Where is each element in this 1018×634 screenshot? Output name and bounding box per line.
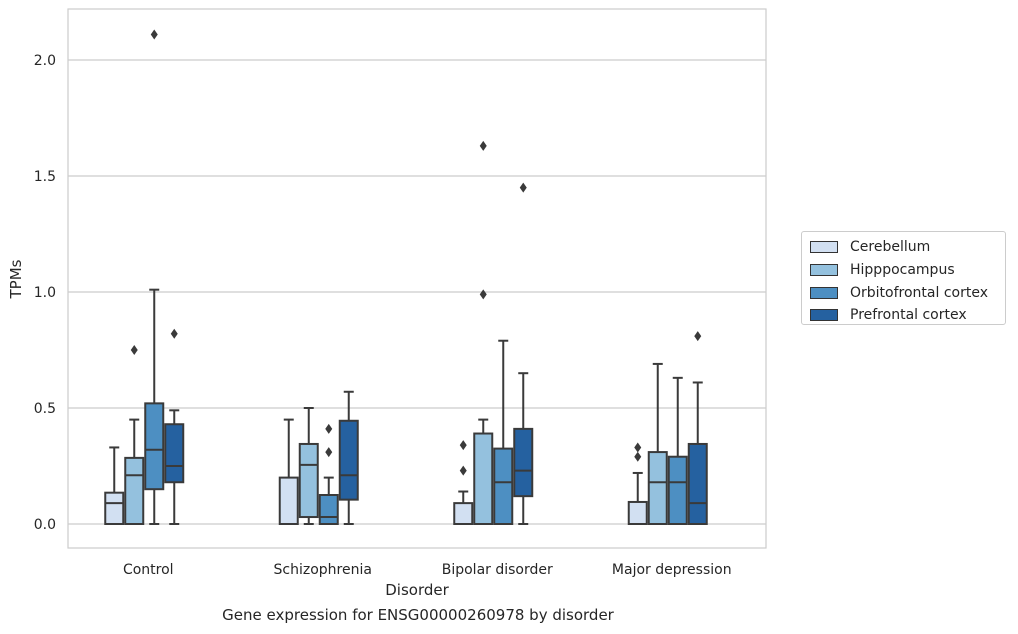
box-iqr (318, 494, 339, 525)
legend-label: Prefrontal cortex (850, 307, 967, 324)
y-tick-label: 2.0 (34, 53, 56, 69)
outlier-point (150, 29, 158, 40)
legend-swatch (810, 309, 838, 322)
box-iqr (164, 423, 185, 484)
box-iqr (144, 402, 165, 491)
box-orbitofrontal-cortex (493, 339, 514, 526)
legend-label: Hipppocampus (850, 262, 955, 279)
y-tick-label: 0.0 (34, 517, 56, 533)
box-iqr (687, 442, 708, 525)
box-iqr (627, 500, 648, 525)
legend-label: Cerebellum (850, 239, 931, 256)
box-hipppocampus (473, 140, 494, 525)
x-tick-labels: Control Schizophrenia Bipolar disorder Majo… (123, 562, 732, 578)
box-cerebellum (104, 446, 125, 525)
box-iqr (647, 451, 668, 525)
x-tick-label: Bipolar disorder (442, 562, 553, 578)
box-iqr (493, 447, 514, 526)
outlier-point (459, 440, 467, 451)
box-iqr (298, 442, 319, 519)
box-iqr (124, 456, 145, 526)
y-tick-labels: 0.0 0.5 1.0 1.5 2.0 (34, 53, 56, 533)
box-hipppocampus (647, 362, 668, 525)
x-tick-label: Schizophrenia (274, 562, 372, 578)
plot-area-frame (67, 8, 767, 549)
y-tick-label: 0.5 (34, 401, 56, 417)
outlier-point (170, 328, 178, 339)
box-prefrontal-cortex (513, 182, 534, 525)
y-axis-title: TPMs (7, 259, 25, 299)
outlier-point (130, 345, 138, 355)
x-axis-title: Disorder (385, 581, 449, 599)
outlier-point (479, 289, 487, 300)
legend-swatch (810, 241, 838, 254)
box-iqr (104, 491, 125, 525)
box-hipppocampus (124, 345, 145, 526)
box-iqr (513, 427, 534, 498)
box-hipppocampus (298, 407, 319, 525)
box-iqr (278, 476, 299, 526)
legend-item: Cerebellum (810, 236, 1005, 259)
box-prefrontal-cortex (338, 390, 359, 525)
legend: Cerebellum Hipppocampus Orbitofrontal cort… (801, 231, 1006, 325)
box-cerebellum (453, 440, 474, 525)
x-tick-label: Major depression (612, 562, 732, 578)
box-cerebellum (278, 418, 299, 526)
figure-caption: Gene expression for ENSG00000260978 by d… (222, 606, 614, 624)
legend-item: Hipppocampus (810, 259, 1005, 282)
box-cerebellum (627, 442, 648, 525)
box-orbitofrontal-cortex (667, 376, 688, 525)
boxes (104, 29, 708, 526)
outlier-point (694, 331, 702, 342)
legend-swatch (810, 286, 838, 299)
box-orbitofrontal-cortex (318, 423, 339, 525)
outlier-point (459, 465, 467, 476)
outlier-point (479, 140, 487, 151)
box-orbitofrontal-cortex (144, 29, 165, 525)
x-tick-label: Control (123, 562, 174, 578)
y-tick-label: 1.0 (34, 285, 56, 301)
box-iqr (473, 432, 494, 525)
outlier-point (519, 182, 527, 193)
legend-swatch (810, 264, 838, 277)
box-prefrontal-cortex (687, 331, 708, 525)
box-iqr (338, 419, 359, 501)
legend-item: Prefrontal cortex (810, 304, 1005, 327)
legend-item: Orbitofrontal cortex (810, 281, 1005, 304)
box-iqr (453, 502, 474, 525)
y-tick-label: 1.5 (34, 169, 56, 185)
outlier-point (634, 442, 642, 453)
box-iqr (667, 455, 688, 525)
box-prefrontal-cortex (164, 328, 185, 525)
outlier-point (325, 447, 333, 458)
outlier-point (634, 451, 642, 462)
outlier-point (325, 423, 333, 434)
legend-label: Orbitofrontal cortex (850, 284, 988, 301)
